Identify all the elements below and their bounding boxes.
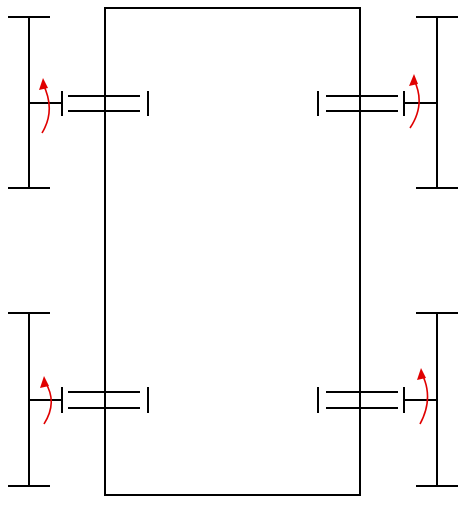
- wheel-assembly-top-left: [8, 16, 149, 189]
- rotation-arrowhead: [40, 376, 49, 388]
- rotation-arrowhead: [417, 368, 426, 380]
- wheel-assembly-top-right: [317, 16, 458, 189]
- housing-frame: [104, 7, 361, 496]
- wheel-assembly-bottom-left: [8, 312, 149, 487]
- rotation-arrow: [43, 381, 53, 425]
- rotation-arrow: [41, 83, 51, 134]
- wheel-assembly-bottom-right: [317, 312, 458, 487]
- rotation-arrowhead: [409, 74, 418, 86]
- rotation-arrowhead: [39, 78, 48, 90]
